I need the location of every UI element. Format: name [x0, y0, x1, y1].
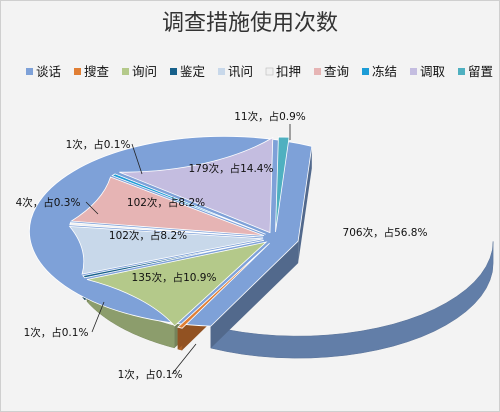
legend-swatch-3 [122, 68, 129, 75]
pie-body [29, 135, 494, 359]
pie-slice-side-1 [210, 241, 494, 359]
legend-label-7: 查询 [324, 64, 349, 79]
legend-label-1: 谈话 [36, 64, 61, 79]
legend-swatch-1 [26, 68, 33, 75]
legend-label-4: 鉴定 [180, 64, 205, 79]
pie-slice-wall-1-1 [210, 241, 299, 349]
pie-slice-7 [70, 176, 265, 236]
data-label-7: 102次，占8.2% [127, 196, 205, 209]
leader-line-8 [131, 143, 143, 175]
data-label-4: 1次，占0.1% [24, 326, 89, 339]
pie-slice-3 [86, 241, 268, 327]
pie-slice-8 [111, 173, 266, 235]
data-labels: 706次，占56.8% 1次，占0.1% 135次，占10.9% 1次，占0.1% 10… [16, 110, 428, 381]
leader-line-4 [91, 301, 105, 333]
pie-slice-2 [177, 243, 270, 329]
data-label-5: 102次，占8.2% [109, 229, 187, 242]
leader-line-6 [85, 201, 99, 215]
data-label-8: 1次，占0.1% [66, 138, 131, 151]
data-label-1: 706次，占56.8% [343, 226, 428, 239]
data-label-3: 135次，占10.9% [132, 271, 217, 284]
legend: 谈话 搜查 询问 鉴定 讯问 扣押 查询 冻结 调取 留置 [26, 64, 493, 79]
chart-title: 调查措施使用次数 [162, 11, 338, 36]
legend-label-3: 询问 [132, 64, 157, 79]
leader-line-2 [171, 343, 197, 375]
pie-slice-4 [82, 239, 264, 279]
legend-swatch-6 [265, 67, 274, 76]
pie-slice-10 [275, 136, 290, 233]
pie-slice-wall-1-2 [298, 146, 312, 264]
legend-label-8: 冻结 [372, 64, 397, 79]
data-label-10: 11次，占0.9% [234, 110, 306, 123]
legend-label-9: 调取 [420, 64, 446, 79]
legend-swatch-10 [458, 68, 465, 75]
legend-swatch-5 [218, 68, 225, 75]
pie-slice-5 [68, 226, 264, 275]
legend-swatch-7 [314, 68, 321, 75]
legend-swatch-2 [74, 68, 81, 75]
legend-label-10: 留置 [468, 64, 493, 79]
legend-swatch-9 [410, 68, 417, 75]
pie-slice-6 [69, 222, 264, 238]
data-label-2: 1次，占0.1% [118, 368, 183, 381]
legend-label-6: 扣押 [276, 64, 301, 79]
pie-slice-9 [119, 136, 274, 234]
legend-swatch-4 [170, 68, 177, 75]
legend-swatch-8 [362, 68, 369, 75]
legend-label-2: 搜查 [84, 64, 110, 79]
legend-label-5: 讯问 [228, 64, 253, 79]
data-label-6: 4次，占0.3% [16, 196, 81, 209]
data-label-9: 179次，占14.4% [189, 162, 274, 175]
